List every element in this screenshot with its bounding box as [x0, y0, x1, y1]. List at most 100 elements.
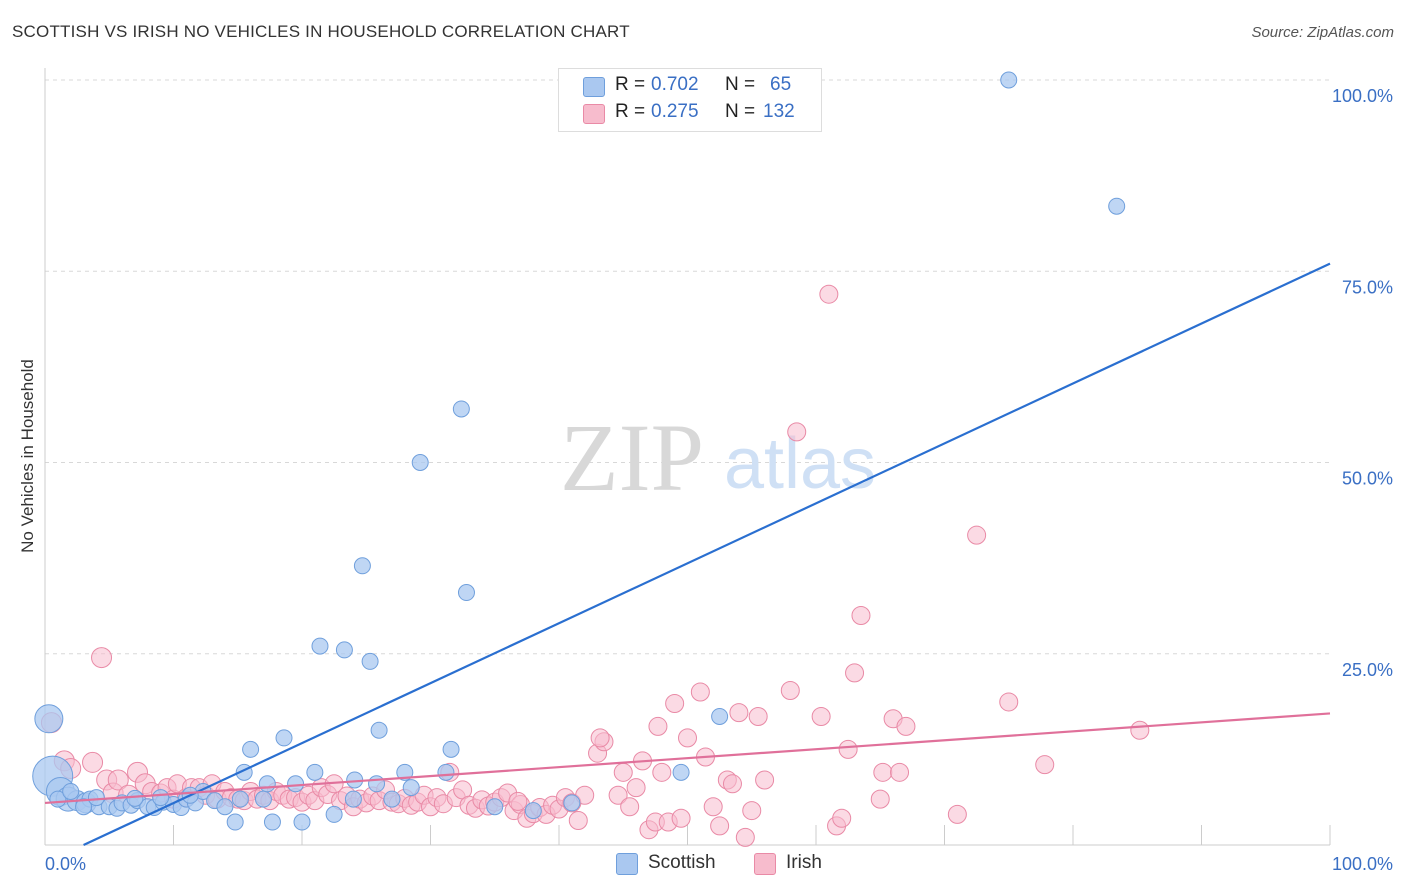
trend-line-irish	[44, 712, 1331, 805]
data-point	[703, 797, 723, 817]
data-point	[608, 785, 628, 805]
data-point	[755, 770, 775, 790]
data-point	[258, 775, 276, 793]
scottish-swatch	[583, 77, 605, 97]
data-point	[75, 798, 93, 816]
y-axis-label: No Vehicles in Household	[18, 359, 37, 553]
data-point	[967, 525, 987, 545]
data-point	[107, 769, 129, 791]
data-point	[126, 789, 144, 807]
data-point	[263, 813, 281, 831]
data-point	[947, 804, 967, 824]
irish-swatch	[583, 104, 605, 124]
data-point	[811, 706, 831, 726]
data-point	[819, 284, 839, 304]
data-point	[838, 739, 858, 759]
data-point	[344, 790, 362, 808]
gridlines	[45, 79, 1330, 655]
data-point	[508, 791, 528, 811]
data-point	[845, 663, 865, 683]
data-point	[62, 782, 80, 800]
data-point	[1108, 197, 1126, 215]
data-point	[34, 704, 64, 734]
scottish-swatch	[616, 853, 638, 875]
data-point	[652, 762, 672, 782]
source-label: Source: ZipAtlas.com	[1251, 24, 1394, 41]
data-point	[626, 778, 646, 798]
legend-r-label: R =	[615, 74, 646, 95]
data-point	[457, 584, 475, 602]
data-point	[91, 647, 113, 669]
data-point	[275, 729, 293, 747]
data-point	[306, 763, 324, 781]
y-tick-label: 100.0%	[1332, 86, 1393, 106]
data-point	[873, 762, 893, 782]
data-point	[311, 637, 329, 655]
legend-n-value: 65	[770, 74, 792, 95]
y-tick-label: 25.0%	[1342, 660, 1393, 680]
data-point	[383, 790, 401, 808]
legend-n-value: 132	[763, 101, 795, 122]
trend-line-scottish	[83, 262, 1331, 846]
data-point	[648, 716, 668, 736]
data-point	[411, 454, 429, 471]
data-point	[242, 740, 260, 758]
tick-labels: 25.0% 50.0% 75.0% 100.0% 0.0% 100.0%	[45, 86, 1393, 874]
data-point	[1000, 71, 1018, 89]
data-point	[722, 774, 742, 794]
watermark-zip: ZIP	[560, 404, 704, 511]
series-scottish	[32, 71, 1126, 831]
legend-r-value: 0.702	[651, 74, 699, 95]
data-point	[1130, 720, 1150, 740]
data-point	[402, 779, 420, 797]
data-point	[353, 557, 371, 575]
series-irish	[40, 284, 1150, 847]
data-point	[396, 763, 414, 781]
data-point	[742, 801, 762, 821]
data-point	[335, 641, 353, 659]
data-point	[851, 606, 871, 625]
data-point	[729, 703, 749, 723]
data-point	[524, 802, 542, 820]
data-point	[671, 808, 691, 828]
data-point	[787, 422, 807, 442]
data-point	[437, 763, 455, 781]
legend-n-label: N =	[725, 101, 756, 122]
y-tick-label: 50.0%	[1342, 469, 1393, 489]
legend-label-scottish: Scottish	[648, 852, 716, 873]
data-point	[368, 775, 386, 793]
data-point	[563, 794, 581, 812]
data-point	[735, 827, 755, 847]
data-point	[678, 728, 697, 748]
legend-n-label: N =	[725, 74, 756, 95]
data-point	[710, 816, 730, 836]
data-point	[226, 813, 244, 831]
data-point	[293, 813, 311, 831]
data-point	[690, 682, 710, 702]
data-point	[620, 797, 640, 817]
data-point	[870, 789, 890, 809]
data-point	[287, 775, 305, 793]
data-point	[325, 805, 343, 823]
data-point	[575, 785, 595, 805]
watermark: ZIP atlas	[560, 404, 876, 511]
x-tick-label: 0.0%	[45, 854, 86, 874]
data-point	[711, 707, 729, 725]
data-point	[231, 790, 249, 808]
correlation-legend: R = 0.702 N = 65 R = 0.275 N = 132	[558, 68, 822, 132]
irish-swatch	[754, 853, 776, 875]
data-point	[780, 680, 800, 700]
legend-r-label: R =	[615, 101, 646, 122]
data-point	[82, 751, 104, 773]
data-point	[442, 740, 460, 758]
trend-lines	[44, 262, 1331, 846]
data-point	[254, 790, 272, 808]
x-tick-label: 100.0%	[1332, 854, 1393, 874]
data-point	[486, 798, 504, 816]
data-point	[87, 789, 105, 807]
data-point	[613, 762, 633, 782]
data-point	[672, 763, 690, 781]
data-point	[152, 789, 170, 807]
data-point	[832, 808, 852, 828]
